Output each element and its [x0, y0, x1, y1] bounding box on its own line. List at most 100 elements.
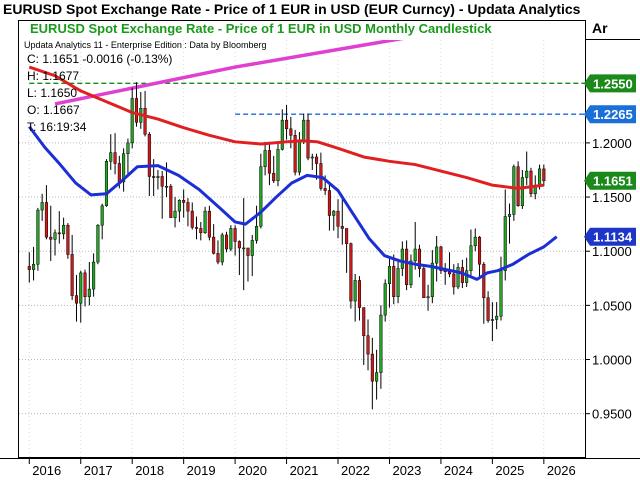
candle — [134, 82, 139, 127]
y-tick-label: 1.0000 — [592, 353, 632, 368]
candle — [520, 169, 524, 209]
candle — [310, 153, 314, 170]
candle — [422, 264, 426, 299]
candle — [237, 240, 241, 276]
candle — [345, 228, 349, 273]
candle — [229, 225, 233, 252]
candle — [186, 198, 190, 227]
candle — [465, 257, 469, 287]
candle — [297, 132, 301, 176]
candle — [96, 224, 100, 265]
candle — [490, 302, 494, 342]
moving-average-line — [28, 65, 545, 190]
candle-body — [246, 247, 250, 256]
candle — [177, 199, 181, 222]
grid-lines — [19, 40, 585, 457]
price-levels — [29, 82, 585, 115]
candle — [182, 189, 186, 218]
candle-body — [57, 232, 61, 235]
price-flag-label: 1.2550 — [593, 76, 633, 91]
x-tick-label: 2025 — [495, 463, 524, 478]
moving-average-line — [28, 125, 558, 281]
candle — [212, 224, 216, 255]
candle-body — [289, 128, 293, 136]
candle-body — [79, 272, 83, 304]
candle-body — [87, 288, 91, 297]
candle-body — [143, 107, 147, 135]
candle — [173, 197, 177, 228]
candle — [267, 141, 271, 186]
candle — [293, 129, 297, 176]
candle-body — [113, 152, 117, 164]
candle-body — [383, 283, 387, 316]
candle-body — [194, 227, 199, 229]
info-time: T: 16:19:34 — [27, 120, 87, 134]
candle-body — [413, 248, 417, 262]
candle — [92, 253, 96, 297]
candle — [486, 291, 490, 323]
candle — [207, 205, 211, 241]
candle — [319, 152, 323, 191]
candle-body — [417, 248, 422, 269]
candle — [263, 141, 267, 176]
candle-body — [173, 210, 177, 218]
price-flag-label: 1.1651 — [593, 174, 633, 189]
candle — [542, 164, 546, 187]
candle-body — [357, 280, 362, 308]
candle — [255, 205, 259, 244]
candle-body — [499, 270, 503, 317]
x-axis: 2016 2017 2018 2019 2020 2021 2022 2023 2024 2025… — [28, 458, 576, 478]
candle — [396, 258, 400, 304]
candle — [276, 142, 280, 187]
candle-body — [456, 267, 460, 288]
plot-area — [27, 40, 558, 410]
candle-body — [396, 268, 400, 297]
time-axis[interactable] — [0, 458, 640, 481]
candle-body — [336, 210, 340, 227]
candle — [57, 211, 61, 244]
candle — [70, 234, 74, 300]
price-flag — [584, 227, 636, 246]
price-flag — [584, 74, 636, 93]
candle — [280, 109, 284, 151]
candle-body — [512, 166, 516, 215]
candle — [417, 244, 422, 278]
candle-body — [353, 280, 357, 302]
candle-body — [430, 262, 434, 297]
candle-body — [92, 261, 96, 290]
candle-body — [452, 273, 456, 288]
candle — [430, 250, 434, 304]
candle-body — [422, 268, 426, 299]
candle — [362, 307, 366, 365]
candle-body — [297, 140, 301, 173]
candle-body — [362, 307, 366, 336]
candle-body — [36, 209, 40, 265]
candle-body — [203, 210, 207, 234]
y-tick-label: 1.1500 — [592, 190, 632, 205]
candle-body — [490, 319, 494, 321]
candle-body — [435, 246, 439, 264]
candle — [349, 242, 353, 309]
candle-body — [447, 271, 452, 275]
candle — [246, 247, 250, 282]
candle-body — [375, 372, 379, 382]
candle — [366, 319, 370, 371]
candle — [482, 262, 486, 324]
candle-body — [83, 272, 87, 297]
candle — [370, 337, 374, 410]
candle-body — [323, 188, 327, 191]
candle — [169, 184, 173, 218]
candle-body — [233, 228, 237, 242]
candle — [405, 240, 409, 291]
candle — [100, 203, 104, 240]
candle — [353, 273, 357, 322]
candle — [79, 270, 83, 323]
candle — [387, 258, 392, 308]
candle-body — [100, 205, 104, 226]
candle-body — [538, 168, 542, 187]
x-tick-label: 2023 — [392, 463, 421, 478]
candle-body — [349, 243, 353, 302]
candle-body — [366, 335, 370, 355]
candle — [62, 217, 66, 240]
